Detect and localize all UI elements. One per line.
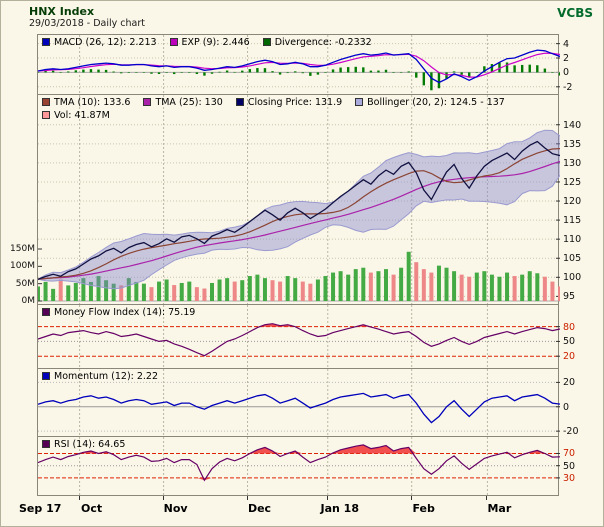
legend-item: MACD (26, 12): 2.213 (42, 37, 157, 48)
mfi-panel: Money Flow Index (14): 75.19 (37, 304, 560, 368)
volume-tick-label: 0M (21, 296, 36, 306)
rsi-legend: RSI (14): 64.65 (42, 439, 125, 450)
legend-swatch-icon (143, 98, 152, 106)
legend-item: RSI (14): 64.65 (42, 439, 125, 450)
x-axis-label: Oct (81, 502, 103, 515)
legend-swatch-icon (42, 98, 50, 106)
momentum-panel: Momentum (12): 2.22 (37, 368, 560, 436)
y-tick-label: 0 (563, 401, 570, 413)
price-legend: TMA (10): 133.6 TMA (25): 130 Closing Pric… (42, 97, 505, 108)
legend-item: Divergence: -0.2332 (262, 37, 372, 48)
legend-label: Vol: 41.87M (54, 110, 110, 121)
x-axis-tick (326, 496, 328, 500)
legend-label: TMA (25): 130 (155, 97, 223, 108)
chart-subtitle: 29/03/2018 - Daily chart (29, 18, 145, 29)
x-axis-label: Feb (412, 502, 435, 515)
y-tick-label: 110 (563, 234, 582, 246)
y-tick-label: 105 (563, 253, 582, 265)
y-tick-label: 20 (563, 351, 576, 363)
momentum-plot (38, 369, 560, 436)
y-tick-label: 20 (563, 377, 576, 389)
volume-tick-label: 50M (15, 278, 35, 289)
rsi-panel: RSI (14): 64.65 (37, 436, 560, 496)
y-tick-label: 130 (563, 157, 582, 169)
y-tick-label: 125 (563, 176, 582, 188)
x-axis-label: Jan 18 (320, 502, 359, 515)
legend-swatch-icon (169, 38, 178, 46)
legend-label: Momentum (12): 2.22 (54, 371, 159, 382)
brand-logo: VCBS (557, 6, 593, 20)
legend-label: Money Flow Index (14): 75.19 (54, 307, 196, 318)
legend-label: MACD (26, 12): 2.213 (54, 37, 157, 48)
legend-swatch-icon (42, 308, 50, 316)
y-tick-label: 80 (563, 321, 576, 333)
y-tick-label: 2 (563, 53, 570, 65)
x-axis-tick (246, 496, 248, 500)
legend-label: RSI (14): 64.65 (54, 439, 126, 450)
legend-label: EXP (9): 2.446 (181, 37, 250, 48)
x-axis-label: Sep 17 (19, 502, 62, 515)
legend-item: TMA (10): 133.6 (42, 97, 130, 108)
legend-swatch-icon (42, 440, 50, 448)
y-tick-label: 140 (563, 119, 582, 131)
volume-legend: Vol: 41.87M (42, 110, 110, 121)
x-axis-label: Mar (487, 502, 512, 515)
legend-item: Closing Price: 131.9 (235, 97, 343, 108)
legend-swatch-icon (42, 372, 50, 380)
y-tick-label: 30 (563, 472, 576, 484)
volume-tick-label: 100M (10, 261, 35, 272)
x-axis-label: Dec (247, 502, 272, 515)
legend-item: Vol: 41.87M (42, 110, 110, 121)
legend-swatch-icon (262, 38, 271, 46)
x-axis-tick (486, 496, 488, 500)
y-tick-label: 120 (563, 196, 582, 208)
y-tick-label: 95 (563, 291, 576, 303)
y-tick-label: 50 (563, 336, 576, 348)
legend-item: EXP (9): 2.446 (169, 37, 250, 48)
legend-swatch-icon (42, 38, 50, 46)
y-tick-label: 115 (563, 215, 582, 227)
y-tick-label: -2 (563, 81, 573, 93)
macd-legend: MACD (26, 12): 2.213 EXP (9): 2.446 Diverg… (42, 37, 372, 48)
price-plot (38, 95, 560, 304)
y-tick-label: 4 (563, 38, 570, 50)
legend-item: Bollinger (20, 2): 124.5 - 137 (355, 97, 505, 108)
macd-panel: MACD (26, 12): 2.213 EXP (9): 2.446 Diverg… (37, 34, 560, 94)
rsi-plot (38, 437, 560, 495)
y-tick-label: 0 (563, 67, 570, 79)
y-tick-label: 50 (563, 460, 576, 472)
volume-tick-label: 150M (10, 244, 35, 254)
x-axis-label: Nov (163, 502, 188, 515)
legend-label: Bollinger (20, 2): 124.5 - 137 (367, 97, 505, 108)
legend-item: Momentum (12): 2.22 (42, 371, 158, 382)
y-tick-label: 70 (563, 448, 576, 460)
mfi-legend: Money Flow Index (14): 75.19 (42, 307, 195, 318)
legend-swatch-icon (235, 98, 244, 106)
macd-plot (38, 35, 560, 94)
legend-swatch-icon (355, 98, 364, 106)
x-axis-tick (410, 496, 412, 500)
legend-item: Money Flow Index (14): 75.19 (42, 307, 195, 318)
legend-swatch-icon (42, 111, 50, 119)
legend-label: Divergence: -0.2332 (274, 37, 372, 48)
legend-label: TMA (10): 133.6 (54, 97, 131, 108)
page-title: HNX Index (29, 5, 95, 18)
mfi-plot (38, 305, 560, 368)
y-tick-label: 135 (563, 138, 582, 150)
momentum-legend: Momentum (12): 2.22 (42, 371, 158, 382)
legend-item: TMA (25): 130 (143, 97, 223, 108)
price-panel: TMA (10): 133.6 TMA (25): 130 Closing Pric… (37, 94, 560, 304)
legend-label: Closing Price: 131.9 (247, 97, 343, 108)
y-tick-label: 100 (563, 272, 582, 284)
x-axis-tick (78, 496, 80, 500)
y-tick-label: -20 (563, 426, 579, 438)
x-axis-tick (162, 496, 164, 500)
